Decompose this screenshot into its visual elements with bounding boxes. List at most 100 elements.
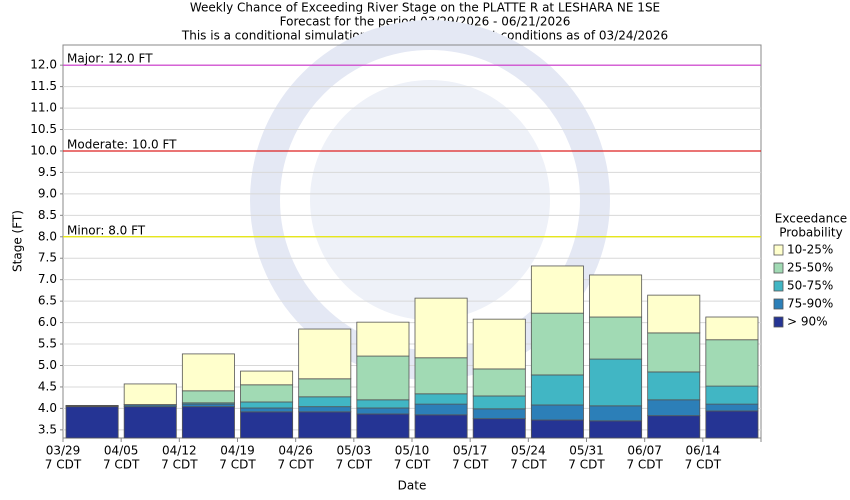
y-tick-label: 8.0 (38, 229, 57, 243)
bar-segment (240, 384, 294, 403)
bar-segment (589, 405, 643, 422)
x-tick-label: 04/05 (104, 444, 139, 458)
y-tick-label: 12.0 (30, 58, 57, 72)
x-tick-label: 05/03 (337, 444, 372, 458)
threshold-label: Major: 12.0 FT (67, 52, 153, 66)
bar-segment (356, 413, 410, 439)
bar-segment (356, 321, 410, 357)
bar-segment (530, 265, 584, 314)
bar-segment (298, 411, 352, 439)
threshold-label: Moderate: 10.0 FT (67, 137, 177, 151)
x-tick-label: 04/26 (278, 444, 313, 458)
bar-segment (298, 378, 352, 398)
x-tick-time: 7 CDT (685, 458, 722, 472)
legend-label: 50-75% (787, 279, 833, 293)
bar-segment (705, 410, 759, 439)
bar-segment (240, 411, 294, 439)
x-tick-label: 05/24 (511, 444, 546, 458)
bar-segment (705, 316, 759, 341)
bar-segment (589, 274, 643, 318)
bar-segment (472, 368, 526, 397)
bar-segment (647, 332, 701, 373)
x-tick-time: 7 CDT (277, 458, 314, 472)
y-tick-label: 9.0 (38, 186, 57, 200)
x-tick-time: 7 CDT (336, 458, 373, 472)
bar-segment (472, 418, 526, 439)
bar-segment (414, 297, 468, 359)
bar-segment (181, 353, 235, 392)
y-tick-label: 6.5 (38, 294, 57, 308)
bar-segment (705, 385, 759, 405)
x-tick-label: 04/12 (162, 444, 197, 458)
y-tick-label: 5.5 (38, 337, 57, 351)
bar-segment (647, 399, 701, 417)
bar-segment (530, 374, 584, 406)
bar-segment (123, 406, 177, 439)
bar-segment (530, 404, 584, 421)
x-tick-label: 06/14 (686, 444, 721, 458)
y-tick-label: 5.0 (38, 358, 57, 372)
y-tick-label: 7.5 (38, 251, 57, 265)
bar-segment (298, 328, 352, 380)
legend-swatch (773, 298, 784, 310)
bar-segment (589, 358, 643, 407)
x-tick-time: 7 CDT (219, 458, 256, 472)
legend-label: 75-90% (787, 297, 833, 311)
bar-segment (472, 395, 526, 410)
bar-segment (414, 357, 468, 395)
legend-swatch (773, 262, 784, 274)
bar-segment (647, 371, 701, 401)
y-axis-label: Stage (FT) (11, 210, 25, 272)
x-tick-label: 05/31 (569, 444, 604, 458)
x-tick-time: 7 CDT (103, 458, 140, 472)
bar-segment (647, 415, 701, 439)
bar-segment (298, 396, 352, 408)
bar-segment (705, 403, 759, 412)
x-tick-label: 05/10 (395, 444, 430, 458)
legend-swatch (773, 280, 784, 292)
y-tick-label: 11.0 (30, 101, 57, 115)
y-tick-label: 8.5 (38, 208, 57, 222)
bar-segment (705, 339, 759, 387)
bar-segment (240, 401, 294, 409)
legend-swatch (773, 244, 784, 256)
legend-title: Exceedance (775, 212, 847, 226)
x-tick-time: 7 CDT (568, 458, 605, 472)
y-tick-label: 10.0 (30, 143, 57, 157)
legend-title: Probability (779, 226, 842, 240)
bar-segment (414, 393, 468, 405)
watermark (310, 80, 550, 320)
bar-segment (181, 390, 235, 404)
x-tick-time: 7 CDT (626, 458, 663, 472)
bar-segment (181, 406, 235, 439)
bar-segment (414, 403, 468, 416)
x-axis-label: Date (398, 479, 427, 493)
bar-segment (240, 407, 294, 413)
bar-segment (356, 355, 410, 401)
x-tick-time: 7 CDT (394, 458, 431, 472)
y-tick-label: 11.5 (30, 79, 57, 93)
x-tick-time: 7 CDT (452, 458, 489, 472)
legend-label: 10-25% (787, 243, 833, 257)
bar-segment (414, 414, 468, 439)
y-tick-label: 6.0 (38, 315, 57, 329)
x-tick-label: 06/07 (627, 444, 662, 458)
y-tick-label: 4.0 (38, 401, 57, 415)
bar-segment (356, 407, 410, 415)
y-tick-label: 3.5 (38, 422, 57, 436)
bar-segment (123, 383, 177, 405)
legend-label: > 90% (787, 315, 828, 329)
x-tick-time: 7 CDT (161, 458, 198, 472)
x-tick-label: 04/19 (220, 444, 255, 458)
bar-segment (472, 318, 526, 370)
y-tick-label: 9.5 (38, 165, 57, 179)
x-tick-label: 05/17 (453, 444, 488, 458)
legend-label: 25-50% (787, 261, 833, 275)
y-tick-label: 10.5 (30, 122, 57, 136)
x-tick-time: 7 CDT (510, 458, 547, 472)
bar-segment (530, 312, 584, 376)
threshold-label: Minor: 8.0 FT (67, 223, 146, 237)
chart-title: Weekly Chance of Exceeding River Stage o… (190, 1, 660, 15)
y-tick-label: 7.0 (38, 272, 57, 286)
